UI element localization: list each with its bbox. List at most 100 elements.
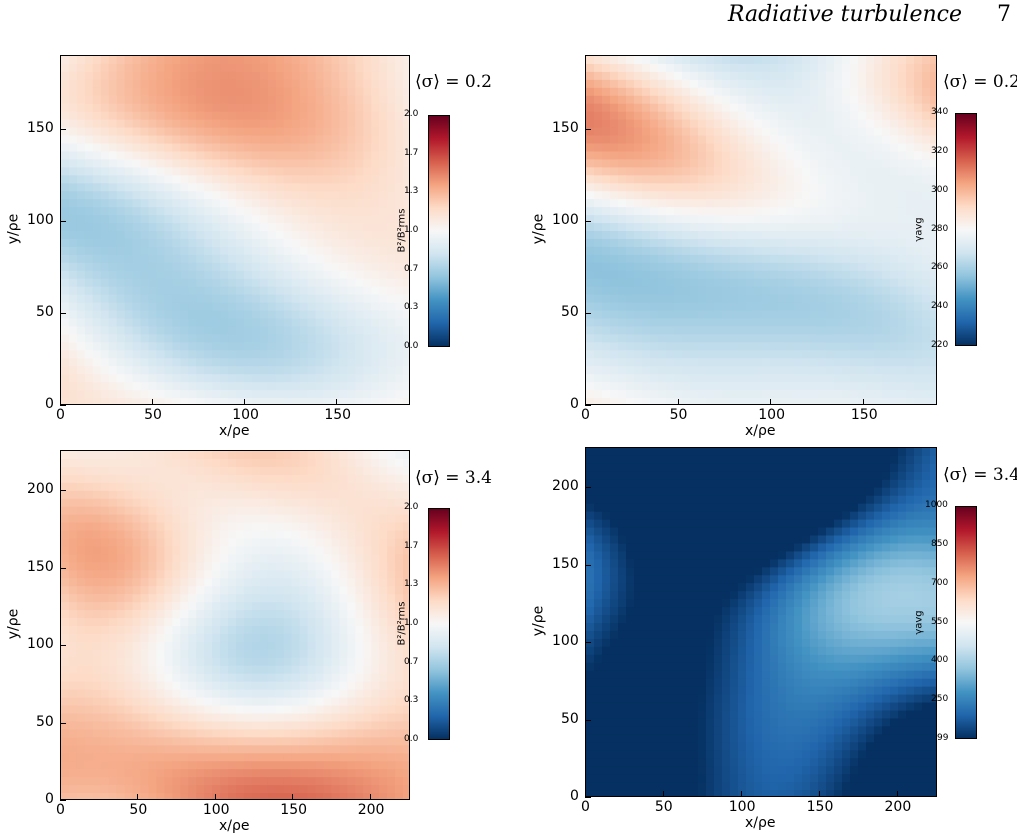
x-tick-label: 150 <box>806 799 834 815</box>
colorbar-tick-label: 99 <box>937 733 949 743</box>
x-tick-label: 200 <box>357 802 385 818</box>
y-tick-label: 0 <box>45 396 54 412</box>
y-tick-mark <box>585 797 591 798</box>
y-tick-label: 150 <box>27 558 54 575</box>
y-tick-mark <box>585 312 591 314</box>
colorbar-tick-label: 0.7 <box>404 656 419 667</box>
x-tick-label: 150 <box>324 407 352 423</box>
y-tick-mark <box>585 719 591 721</box>
colorbar-tick-label: 0.7 <box>404 263 419 274</box>
x-tick-mark <box>60 794 61 800</box>
sigma-label: ⟨σ⟩ = 3.4 <box>415 468 492 488</box>
y-tick-label: 50 <box>561 303 579 320</box>
colorbar-tick-label: 300 <box>931 184 949 195</box>
colorbar-tick-label: 0.3 <box>404 695 419 706</box>
colorbar-tick-label: 250 <box>931 694 949 705</box>
x-tick-label: 150 <box>850 407 878 423</box>
x-axis-label: x/ρe <box>745 815 776 831</box>
y-axis-label: y/ρe <box>530 213 547 245</box>
x-tick-mark <box>60 399 61 405</box>
colorbar-tick-label: 340 <box>931 107 949 117</box>
y-tick-label: 150 <box>552 119 579 136</box>
colorbar-label: γavg <box>913 609 925 635</box>
y-tick-mark <box>585 128 591 130</box>
y-axis-label: y/ρe <box>530 605 547 637</box>
y-tick-label: 200 <box>552 478 579 495</box>
y-tick-mark <box>585 642 591 644</box>
y-tick-mark <box>60 567 66 569</box>
x-tick-mark <box>896 791 898 797</box>
sigma-label: ⟨σ⟩ = 3.4 <box>943 465 1017 485</box>
y-tick-label: 150 <box>552 555 579 572</box>
colorbar-tick-label: 1.7 <box>404 147 419 158</box>
x-tick-mark <box>740 791 742 797</box>
colorbar-tick-label: 2.0 <box>404 502 419 512</box>
y-tick-label: 0 <box>570 396 579 412</box>
x-tick-label: 200 <box>884 799 912 815</box>
colorbar-tick-label: 0.3 <box>404 302 419 313</box>
heatmap-image <box>61 56 409 404</box>
heatmap-3 <box>60 450 410 800</box>
x-tick-mark <box>214 794 216 800</box>
x-tick-label: 150 <box>280 802 308 818</box>
colorbar-tick-label: 400 <box>931 655 949 666</box>
y-tick-mark <box>60 128 66 130</box>
colorbar-label: γavg <box>913 216 925 242</box>
heatmap-1 <box>60 55 410 405</box>
heatmap-image <box>61 451 409 799</box>
colorbar-tick-label: 2.0 <box>404 109 419 119</box>
x-tick-mark <box>662 791 664 797</box>
colorbar-tick-label: 220 <box>931 340 949 350</box>
page-header: Radiative turbulence 7 <box>0 2 1017 32</box>
y-tick-label: 200 <box>27 481 54 498</box>
page-number: 7 <box>997 2 1011 27</box>
x-tick-label: 0 <box>581 407 590 423</box>
x-tick-label: 0 <box>581 799 590 815</box>
x-tick-label: 0 <box>56 802 65 818</box>
x-tick-label: 50 <box>669 407 688 423</box>
heatmap-image <box>586 448 936 796</box>
colorbar-tick-label: 0.0 <box>404 341 419 351</box>
colorbar-tick-label: 240 <box>931 301 949 312</box>
colorbar <box>955 113 977 346</box>
colorbar-tick-label: 1.3 <box>404 579 419 590</box>
x-tick-mark <box>292 794 294 800</box>
x-axis-label: x/ρe <box>219 818 250 834</box>
colorbar-label: B²/B²rms <box>396 601 408 646</box>
x-tick-mark <box>585 399 586 405</box>
colorbar <box>955 506 977 739</box>
colorbar-tick-label: 1.7 <box>404 540 419 551</box>
y-tick-mark <box>60 800 66 801</box>
colorbar-tick-label: 260 <box>931 262 949 273</box>
y-tick-mark <box>60 645 66 647</box>
y-tick-label: 50 <box>561 710 579 727</box>
y-tick-label: 0 <box>45 791 54 807</box>
y-tick-label: 150 <box>27 119 54 136</box>
colorbar-tick-label: 320 <box>931 145 949 156</box>
colorbar-tick-label: 1.0 <box>404 225 419 235</box>
colorbar-label: B²/B²rms <box>396 208 408 253</box>
heatmap-image <box>586 56 936 404</box>
y-tick-label: 100 <box>552 211 579 228</box>
colorbar-tick-label: 0.0 <box>404 734 419 744</box>
x-tick-mark <box>244 399 246 405</box>
y-tick-mark <box>60 405 66 406</box>
x-tick-label: 100 <box>758 407 785 423</box>
sigma-label: ⟨σ⟩ = 0.2 <box>943 72 1017 92</box>
x-tick-label: 0 <box>56 407 65 423</box>
y-axis-label: y/ρe <box>5 608 22 640</box>
colorbar-tick-label: 700 <box>931 577 949 588</box>
y-tick-label: 50 <box>36 713 54 730</box>
x-tick-mark <box>677 399 679 405</box>
x-tick-mark <box>137 794 139 800</box>
sigma-label: ⟨σ⟩ = 0.2 <box>415 72 492 92</box>
colorbar-tick-label: 280 <box>931 223 949 234</box>
y-tick-label: 0 <box>570 788 579 804</box>
y-axis-label: y/ρe <box>5 213 22 245</box>
y-tick-mark <box>60 312 66 314</box>
x-tick-label: 100 <box>202 802 230 818</box>
y-tick-label: 50 <box>36 303 54 320</box>
colorbar-tick-label: 550 <box>931 616 949 627</box>
x-tick-mark <box>369 794 371 800</box>
heatmap-2 <box>585 55 937 405</box>
